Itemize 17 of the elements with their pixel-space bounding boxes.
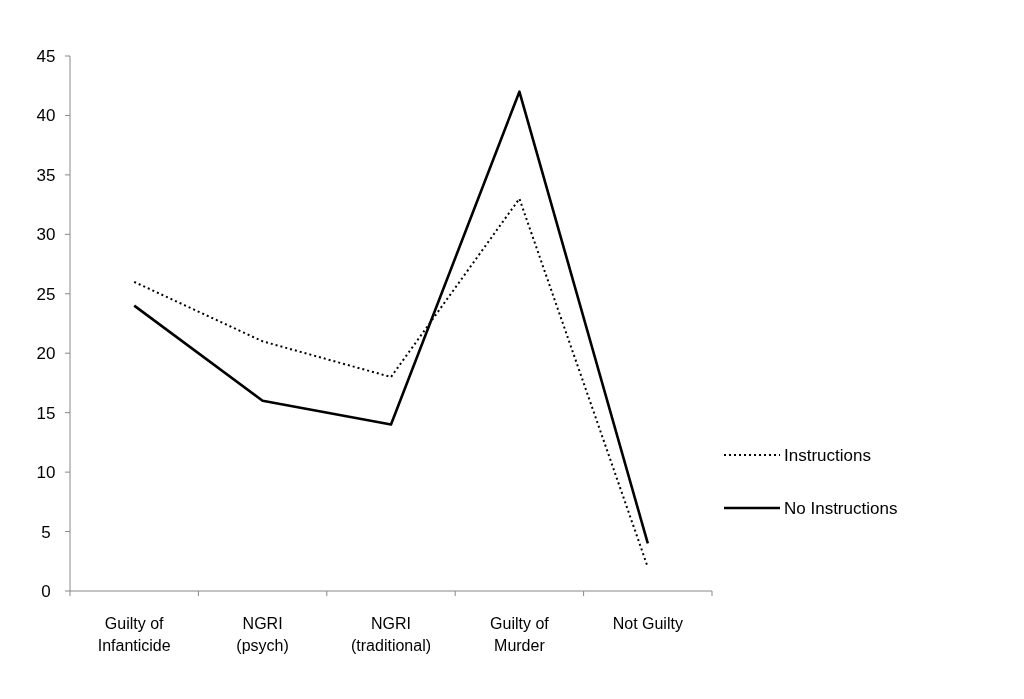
x-tick-label: NGRI (psych) bbox=[236, 615, 289, 654]
legend-label: Instructions bbox=[784, 445, 871, 465]
x-tick-label: Guilty of Murder bbox=[490, 615, 550, 654]
y-tick-label: 20 bbox=[36, 344, 56, 364]
y-tick-label: 5 bbox=[41, 522, 51, 542]
y-tick-label: 10 bbox=[36, 463, 56, 483]
x-tick-label: Guilty of Infanticide bbox=[97, 615, 171, 654]
y-tick-label: 40 bbox=[36, 106, 56, 126]
x-tick-label: NGRI (traditional) bbox=[350, 615, 432, 654]
x-tick-label: Not Guilty bbox=[612, 615, 683, 632]
y-tick-label: 30 bbox=[36, 225, 56, 245]
legend-label: No Instructions bbox=[784, 498, 898, 518]
y-tick-label: 15 bbox=[36, 403, 56, 423]
y-tick-label: 45 bbox=[36, 46, 56, 66]
y-tick-label: 35 bbox=[36, 165, 56, 185]
y-tick-label: 0 bbox=[41, 581, 51, 601]
y-tick-label: 25 bbox=[36, 284, 56, 304]
